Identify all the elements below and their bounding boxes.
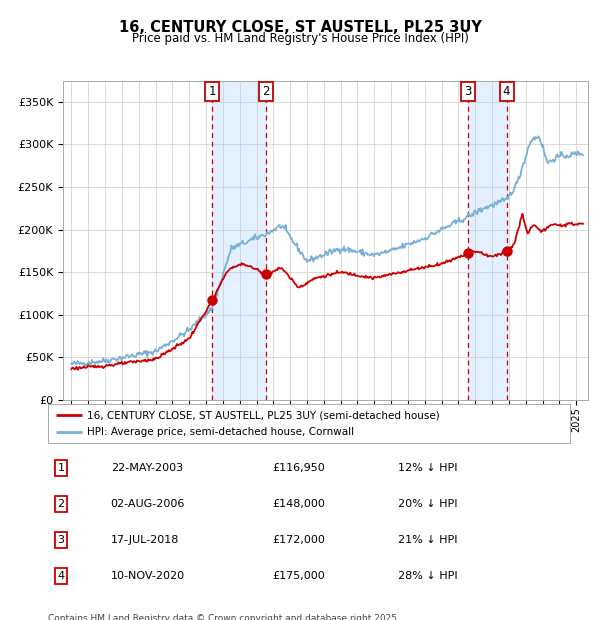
Text: Price paid vs. HM Land Registry's House Price Index (HPI): Price paid vs. HM Land Registry's House …: [131, 32, 469, 45]
Text: 2: 2: [58, 499, 65, 509]
Text: 4: 4: [503, 85, 511, 98]
Text: 1: 1: [58, 463, 65, 473]
Text: £172,000: £172,000: [272, 535, 325, 545]
Text: 16, CENTURY CLOSE, ST AUSTELL, PL25 3UY: 16, CENTURY CLOSE, ST AUSTELL, PL25 3UY: [119, 20, 481, 35]
Text: 28% ↓ HPI: 28% ↓ HPI: [398, 571, 457, 581]
Text: £175,000: £175,000: [272, 571, 325, 581]
Text: 22-MAY-2003: 22-MAY-2003: [110, 463, 183, 473]
Text: 16, CENTURY CLOSE, ST AUSTELL, PL25 3UY (semi-detached house): 16, CENTURY CLOSE, ST AUSTELL, PL25 3UY …: [87, 410, 440, 420]
Text: 1: 1: [209, 85, 216, 98]
Text: 12% ↓ HPI: 12% ↓ HPI: [398, 463, 457, 473]
Text: 02-AUG-2006: 02-AUG-2006: [110, 499, 185, 509]
Text: 3: 3: [58, 535, 65, 545]
Bar: [467, 81, 506, 400]
Text: HPI: Average price, semi-detached house, Cornwall: HPI: Average price, semi-detached house,…: [87, 427, 354, 437]
Text: 2: 2: [263, 85, 270, 98]
Text: £116,950: £116,950: [272, 463, 325, 473]
Text: 10-NOV-2020: 10-NOV-2020: [110, 571, 185, 581]
Text: 3: 3: [464, 85, 471, 98]
Text: Contains HM Land Registry data © Crown copyright and database right 2025.
This d: Contains HM Land Registry data © Crown c…: [48, 614, 400, 620]
Text: 21% ↓ HPI: 21% ↓ HPI: [398, 535, 457, 545]
Bar: [212, 81, 266, 400]
Text: 4: 4: [58, 571, 65, 581]
Text: 17-JUL-2018: 17-JUL-2018: [110, 535, 179, 545]
Text: £148,000: £148,000: [272, 499, 325, 509]
Text: 20% ↓ HPI: 20% ↓ HPI: [398, 499, 457, 509]
